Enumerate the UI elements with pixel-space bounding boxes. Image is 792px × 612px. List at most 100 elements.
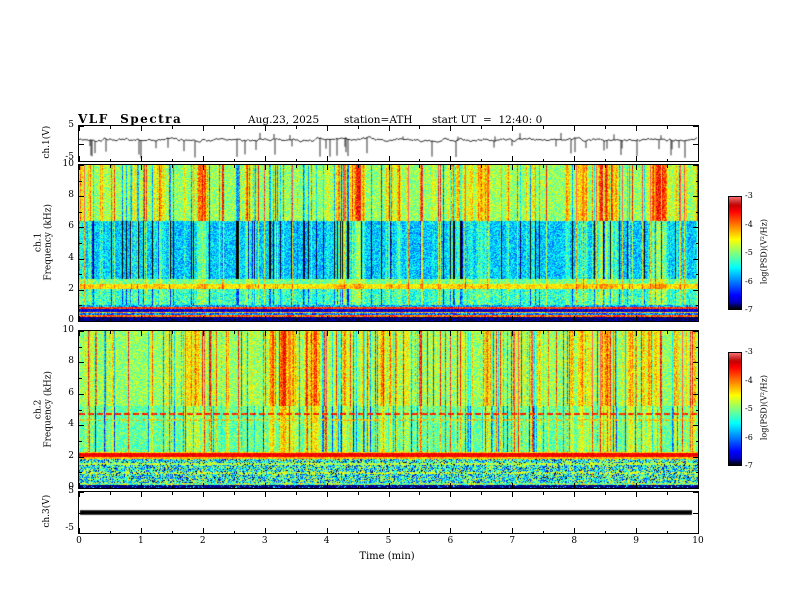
- tick-mark: [512, 492, 513, 497]
- tick-mark: [419, 331, 420, 334]
- tick-mark: [698, 492, 699, 497]
- tick-mark: [695, 347, 698, 348]
- tick-mark: [636, 316, 637, 321]
- tick-mark: [693, 513, 698, 514]
- tick-mark: [203, 165, 204, 170]
- tick-mark: [605, 530, 606, 533]
- tick-mark: [667, 165, 668, 168]
- tick-mark: [327, 528, 328, 533]
- colorbar-tick-label: -4: [745, 219, 753, 229]
- tick-mark: [419, 126, 420, 129]
- tick-mark: [695, 472, 698, 473]
- tick-mark: [327, 331, 328, 336]
- tick-mark: [543, 165, 544, 168]
- tick-mark: [79, 528, 80, 533]
- y-tick-label: 2: [68, 450, 74, 461]
- tick-mark: [79, 492, 80, 497]
- tick-mark: [605, 492, 606, 495]
- tick-mark: [419, 158, 420, 161]
- tick-mark: [667, 485, 668, 488]
- tick-mark: [512, 528, 513, 533]
- tick-mark: [79, 331, 80, 336]
- tick-mark: [389, 126, 390, 131]
- tick-mark: [450, 492, 451, 497]
- x-tick-label: 3: [261, 536, 268, 546]
- tick-mark: [79, 483, 80, 488]
- tick-mark: [141, 126, 142, 131]
- tick-mark: [79, 126, 80, 131]
- y-tick-label: -5: [65, 523, 74, 533]
- tick-mark: [172, 485, 173, 488]
- tick-mark: [265, 165, 266, 170]
- y-tick-label: 10: [62, 159, 74, 169]
- tick-mark: [234, 318, 235, 321]
- tick-mark: [695, 274, 698, 275]
- y-tick-label: 2: [68, 283, 74, 294]
- tick-mark: [79, 290, 84, 291]
- x-tick-label: 1: [138, 536, 144, 546]
- tick-mark: [265, 316, 266, 321]
- tick-mark: [79, 394, 84, 395]
- tick-mark: [172, 165, 173, 168]
- tick-mark: [110, 126, 111, 129]
- tick-mark: [543, 318, 544, 321]
- tick-mark: [693, 457, 698, 458]
- tick-mark: [110, 158, 111, 161]
- tick-mark: [695, 243, 698, 244]
- tick-mark: [265, 492, 266, 497]
- tick-mark: [141, 165, 142, 170]
- tick-mark: [79, 305, 82, 306]
- tick-mark: [110, 165, 111, 168]
- colorbar-tick-label: -6: [745, 432, 753, 442]
- tick-mark: [141, 492, 142, 497]
- tick-mark: [79, 126, 84, 127]
- tick-mark: [296, 492, 297, 495]
- colorbar-ch1-canvas: [729, 197, 741, 309]
- tick-mark: [79, 212, 82, 213]
- tick-mark: [698, 331, 699, 336]
- ylabel-line-channel: ch.1: [33, 232, 44, 253]
- tick-mark: [79, 425, 84, 426]
- x-tick-label: 9: [633, 536, 639, 546]
- tick-mark: [543, 485, 544, 488]
- start-ut-label: start UT = 12:40: 0: [432, 114, 543, 126]
- tick-mark: [234, 485, 235, 488]
- tick-mark: [141, 316, 142, 321]
- tick-mark: [79, 441, 82, 442]
- tick-mark: [693, 362, 698, 363]
- tick-mark: [481, 485, 482, 488]
- tick-mark: [141, 483, 142, 488]
- tick-mark: [693, 488, 698, 489]
- tick-mark: [419, 318, 420, 321]
- tick-mark: [695, 410, 698, 411]
- station-label: station=ATH: [344, 114, 413, 126]
- y-tick-label: 5: [68, 120, 74, 130]
- ch1-spectrogram-canvas: [79, 165, 698, 321]
- tick-mark: [636, 165, 637, 170]
- tick-mark: [389, 316, 390, 321]
- tick-mark: [574, 316, 575, 321]
- x-tick-label: 5: [385, 536, 392, 546]
- tick-mark: [110, 485, 111, 488]
- tick-mark: [172, 318, 173, 321]
- tick-mark: [79, 488, 84, 489]
- tick-mark: [79, 227, 84, 228]
- tick-mark: [141, 528, 142, 533]
- tick-mark: [79, 492, 84, 493]
- ch3-waveform-canvas: [79, 492, 698, 533]
- tick-mark: [389, 492, 390, 497]
- tick-mark: [693, 533, 698, 534]
- tick-mark: [695, 378, 698, 379]
- tick-mark: [296, 165, 297, 168]
- tick-mark: [512, 316, 513, 321]
- tick-mark: [667, 492, 668, 495]
- tick-mark: [693, 259, 698, 260]
- y-tick-label: 4: [68, 252, 74, 263]
- tick-mark: [543, 331, 544, 334]
- tick-mark: [265, 156, 266, 161]
- tick-mark: [450, 316, 451, 321]
- tick-mark: [481, 530, 482, 533]
- tick-mark: [172, 158, 173, 161]
- tick-mark: [481, 318, 482, 321]
